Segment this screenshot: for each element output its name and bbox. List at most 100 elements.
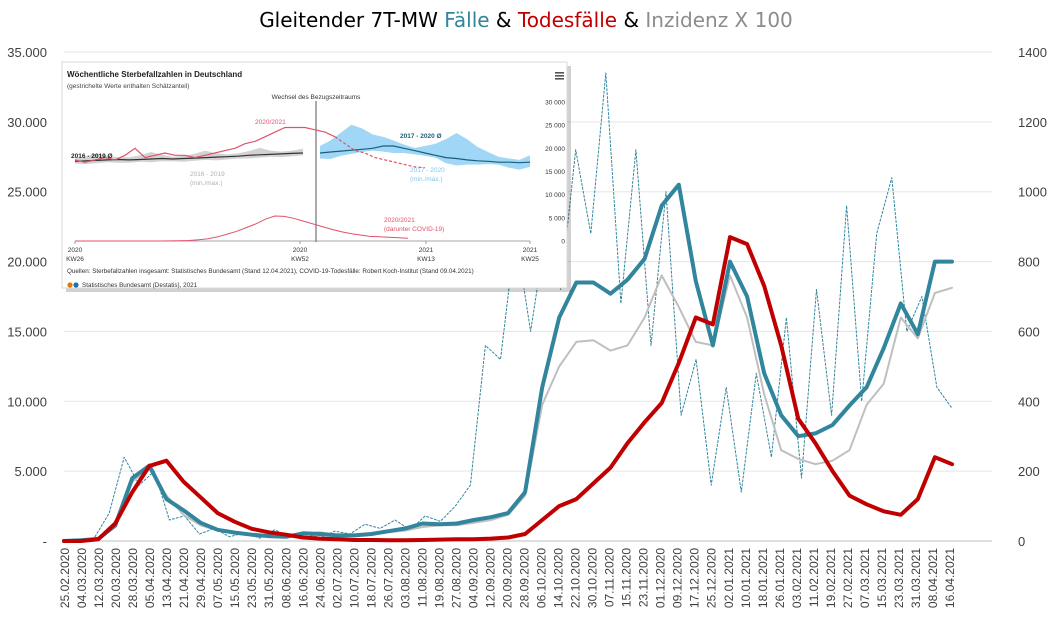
x-tick-label: 28.09.2020 <box>518 548 532 608</box>
x-tick-label: 19.08.2020 <box>432 548 446 608</box>
inset-label-range-2017-2020-sub: (min./max.) <box>410 176 443 183</box>
x-tick-label: 04.03.2020 <box>75 548 89 608</box>
y-left-tick-label: 30.000 <box>7 115 47 130</box>
inset-x-year: 2021 <box>523 247 538 254</box>
inset-x-year: 2020 <box>293 247 308 254</box>
x-tick-label: 08.06.2020 <box>279 548 293 608</box>
inset-y-tick-label: 20 000 <box>545 146 565 153</box>
x-axis: 25.02.2020 04.03.2020 12.03.2020 20.03.2020… <box>58 548 957 608</box>
x-tick-label: 18.07.2020 <box>364 548 378 608</box>
x-tick-label: 12.09.2020 <box>483 548 497 608</box>
x-tick-label: 15.05.2020 <box>228 548 242 608</box>
inset-band-2017-2020 <box>320 124 530 170</box>
series-incidence <box>63 274 953 542</box>
x-tick-label: 04.09.2020 <box>466 548 480 608</box>
inset-label-total-2020-2021: 2020/2021 <box>255 119 286 126</box>
y-axis-left: - 5.000 10.000 15.000 20.000 25.000 30.000 35.0… <box>7 45 47 549</box>
series-group <box>62 72 954 543</box>
title-part-incidence: Inzidenz X 100 <box>645 8 792 32</box>
x-tick-label: 15.03.2021 <box>875 548 889 608</box>
x-tick-label: 02.01.2021 <box>722 548 736 608</box>
x-tick-label: 13.04.2020 <box>160 548 174 608</box>
x-tick-label: 31.03.2021 <box>909 548 923 608</box>
y-axis-right: 0 200 400 600 800 1000 1200 1400 <box>1018 45 1047 549</box>
x-tick-label: 05.04.2020 <box>143 548 157 608</box>
destatis-logo-icon <box>67 282 79 288</box>
inset-y-tick-label: 30 000 <box>545 100 565 107</box>
x-tick-label: 10.07.2020 <box>347 548 361 608</box>
x-tick-label: 29.04.2020 <box>194 548 208 608</box>
inset-x-week: KW13 <box>417 256 435 263</box>
inset-source: Quellen: Sterbefallzahlen insgesamt: Sta… <box>67 268 474 275</box>
series-cases-7day <box>62 182 954 543</box>
inset-subtitle: (gestrichelte Werte enthalten Schätzante… <box>67 83 189 90</box>
x-tick-label: 23.11.2020 <box>637 548 651 607</box>
inset-x-week: KW52 <box>291 256 309 263</box>
x-tick-label: 24.06.2020 <box>313 548 327 608</box>
inset-x-week: KW26 <box>66 256 84 263</box>
x-tick-label: 12.03.2020 <box>92 548 106 608</box>
x-tick-label: 26.01.2021 <box>773 548 787 608</box>
inset-x-week: KW25 <box>521 256 539 263</box>
x-tick-label: 11.08.2020 <box>415 548 429 607</box>
y-left-tick-label: - <box>43 534 47 549</box>
x-tick-label: 09.12.2020 <box>671 548 685 608</box>
x-tick-label: 27.02.2021 <box>841 548 855 608</box>
y-right-tick-label: 1200 <box>1018 115 1047 130</box>
inset-frame <box>61 61 568 289</box>
y-left-tick-label: 5.000 <box>14 464 47 479</box>
x-tick-label: 22.10.2020 <box>569 548 583 608</box>
series-deaths-7day <box>62 235 954 543</box>
x-tick-label: 28.03.2020 <box>126 548 140 608</box>
inset-label-covid: 2020/2021 <box>384 217 415 224</box>
x-tick-label: 25.02.2020 <box>58 548 72 608</box>
inset-x-year: 2020 <box>68 247 83 254</box>
hamburger-menu-icon[interactable] <box>555 72 564 80</box>
x-tick-label: 17.12.2020 <box>688 548 702 608</box>
title-part: & <box>496 8 518 32</box>
inset-x-axis: 2020 KW26 2020 KW52 2021 KW13 2021 KW25 <box>66 241 539 263</box>
inset-line-total-2020-2021-estimated <box>334 136 426 169</box>
y-right-tick-label: 1000 <box>1018 185 1047 200</box>
inset-label-avg-2017-2020: 2017 - 2020 Ø <box>400 133 442 140</box>
y-left-tick-label: 25.000 <box>7 185 47 200</box>
title-part-cases: Fälle <box>444 8 489 32</box>
x-tick-label: 14.10.2020 <box>552 548 566 608</box>
inset-y-tick-label: 25 000 <box>545 123 565 130</box>
inset-label-covid-sub: (darunter COVID-19) <box>384 226 444 233</box>
inset-y-tick-label: 0 <box>561 239 565 246</box>
x-tick-label: 08.04.2021 <box>926 548 940 608</box>
inset-line-avg-2017-2020 <box>319 145 531 164</box>
inset-label-avg-2016-2019: 2016 - 2019 Ø <box>71 153 113 160</box>
inset-credit: Statistisches Bundesamt (Destatis), 2021 <box>82 282 198 289</box>
y-right-tick-label: 800 <box>1018 255 1040 270</box>
x-tick-label: 07.11.2020 <box>603 548 617 607</box>
inset-y-tick-label: 5 000 <box>549 215 566 222</box>
x-tick-label: 02.07.2020 <box>330 548 344 608</box>
x-tick-label: 27.08.2020 <box>449 548 463 608</box>
y-right-tick-label: 400 <box>1018 394 1040 409</box>
x-tick-label: 21.04.2020 <box>177 548 191 608</box>
title-part-deaths: Todesfälle <box>517 8 617 32</box>
x-tick-label: 15.11.2020 <box>620 548 634 607</box>
title-part: & <box>623 8 645 32</box>
y-left-tick-label: 15.000 <box>7 324 47 339</box>
x-tick-label: 11.02.2021 <box>807 548 821 607</box>
x-tick-label: 16.06.2020 <box>296 548 310 608</box>
x-tick-label: 10.01.2021 <box>739 548 753 608</box>
x-tick-label: 25.12.2020 <box>705 548 719 608</box>
x-tick-label: 01.12.2020 <box>654 548 668 608</box>
x-tick-label: 07.05.2020 <box>211 548 225 608</box>
inset-line-covid-2020-2021 <box>75 215 409 242</box>
inset-label-range-2017-2020: 2017 - 2020 <box>410 167 445 174</box>
y-right-tick-label: 1400 <box>1018 45 1047 60</box>
x-tick-label: 03.08.2020 <box>398 548 412 608</box>
x-tick-label: 20.03.2020 <box>109 548 123 608</box>
x-tick-label: 03.02.2021 <box>790 548 804 608</box>
x-tick-label: 19.02.2021 <box>824 548 838 608</box>
x-tick-label: 18.01.2021 <box>756 548 770 608</box>
x-tick-label: 07.03.2021 <box>858 548 872 608</box>
inset-y-tick-label: 10 000 <box>545 192 565 199</box>
inset-title: Wöchentliche Sterbefallzahlen in Deutsch… <box>67 70 242 79</box>
